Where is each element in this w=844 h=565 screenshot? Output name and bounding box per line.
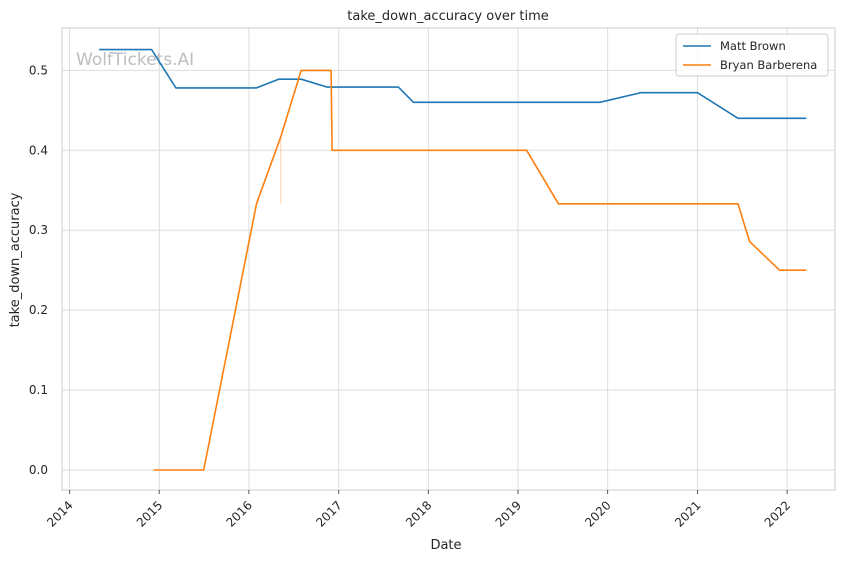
legend-label: Matt Brown — [720, 39, 786, 53]
plot-frame — [61, 27, 836, 491]
series-lines — [99, 48, 807, 471]
series-line-0 — [99, 48, 807, 120]
y-tick-label: 0.2 — [29, 303, 48, 317]
legend: Matt Brown Bryan Barberena — [675, 33, 829, 77]
x-axis-label: Date — [430, 538, 461, 553]
legend-label: Bryan Barberena — [720, 58, 817, 72]
y-tick-label: 0.3 — [29, 223, 48, 237]
watermark: WolfTickets.AI — [76, 50, 194, 70]
y-axis-label: take_down_accuracy — [8, 192, 23, 327]
series-line-1 — [153, 69, 807, 471]
y-tick-label: 0.1 — [29, 383, 48, 397]
legend-box — [675, 33, 829, 77]
chart-title: take_down_accuracy over time — [347, 9, 548, 24]
y-tick-label: 0.4 — [29, 143, 48, 157]
y-tick-label: 0.0 — [29, 463, 48, 477]
y-tick-label: 0.5 — [29, 63, 48, 77]
